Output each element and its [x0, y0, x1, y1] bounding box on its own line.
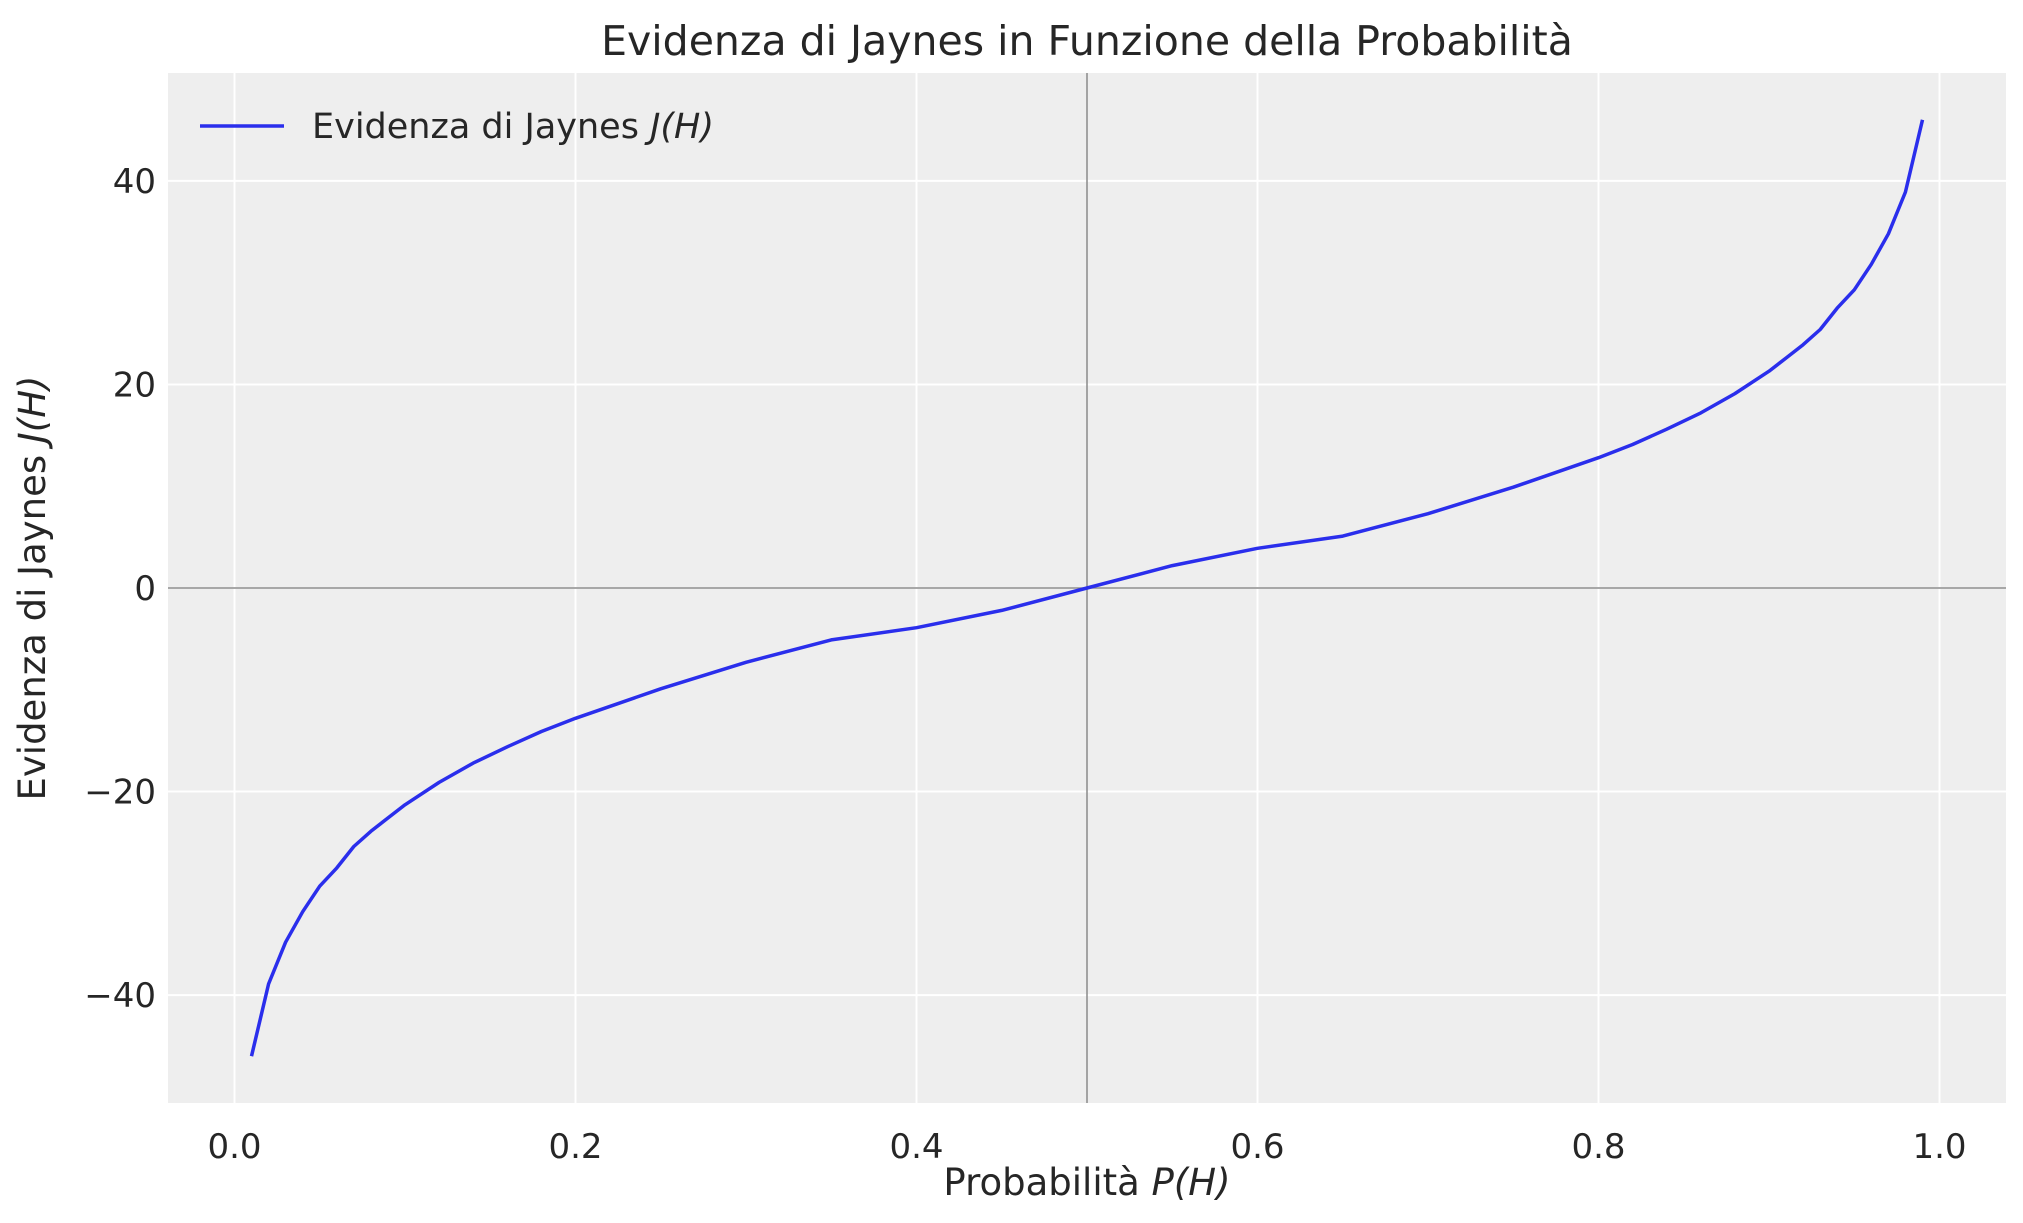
y-tick-label: 0 — [134, 569, 156, 609]
x-axis-label-math: P(H) — [1152, 1161, 1231, 1204]
y-axis-label-math: J(H) — [11, 376, 54, 451]
y-tick-label: −40 — [84, 976, 156, 1016]
series-line — [249, 119, 1925, 1057]
y-tick-label: 40 — [113, 162, 156, 202]
x-tick-label: 0.2 — [548, 1127, 602, 1167]
x-axis-label-text: Probabilità — [943, 1161, 1151, 1204]
x-tick-label: 0.4 — [889, 1127, 943, 1167]
y-axis-ticks: −40 −20 0 20 40 — [84, 162, 156, 1016]
x-axis-ticks: 0.0 0.2 0.4 0.6 0.8 1.0 — [207, 1127, 1966, 1167]
x-axis-label: Probabilità P(H) — [943, 1161, 1230, 1204]
series-layer — [249, 119, 1925, 1057]
y-axis-label: Evidenza di Jaynes J(H) — [11, 376, 54, 801]
y-tick-label: −20 — [84, 773, 156, 813]
legend: Evidenza di Jaynes J(H) — [200, 107, 714, 147]
x-tick-label: 0.8 — [1571, 1127, 1625, 1167]
chart-title: Evidenza di Jaynes in Funzione della Pro… — [601, 17, 1573, 65]
x-tick-label: 0.0 — [207, 1127, 261, 1167]
x-tick-label: 1.0 — [1912, 1127, 1966, 1167]
legend-label: Evidenza di Jaynes J(H) — [312, 107, 714, 147]
legend-label-text: Evidenza di Jaynes — [312, 107, 650, 147]
x-tick-label: 0.6 — [1230, 1127, 1284, 1167]
y-tick-label: 20 — [113, 365, 156, 405]
legend-label-math: J(H) — [644, 107, 714, 147]
y-axis-label-text: Evidenza di Jaynes — [11, 443, 54, 800]
